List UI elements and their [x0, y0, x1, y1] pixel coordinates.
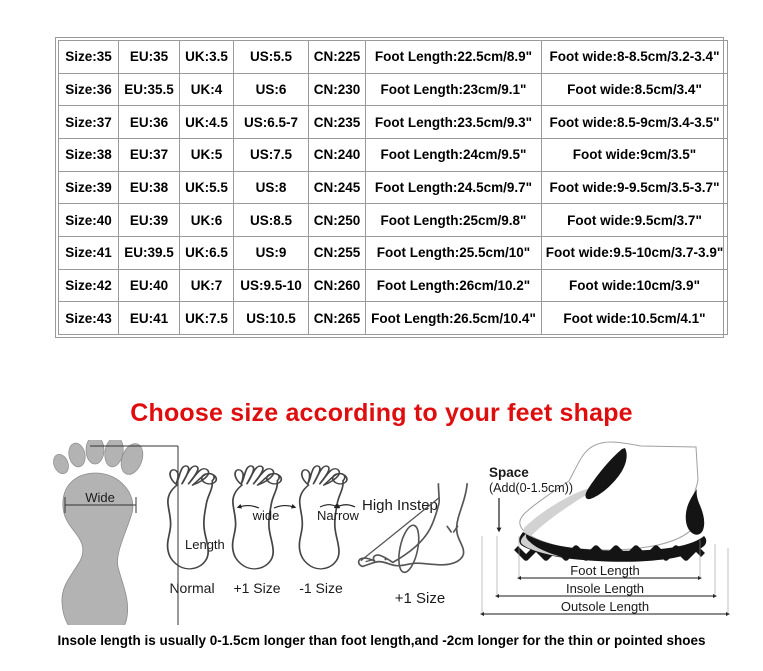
svg-text:Insole Length: Insole Length	[566, 581, 644, 596]
svg-text:Outsole Length: Outsole Length	[561, 599, 649, 614]
svg-text:(Add(0-1.5cm)): (Add(0-1.5cm))	[489, 481, 573, 495]
svg-text:Narrow: Narrow	[317, 508, 360, 523]
svg-text:-1 Size: -1 Size	[299, 580, 343, 596]
svg-text:+1 Size: +1 Size	[395, 590, 445, 607]
svg-text:+1 Size: +1 Size	[233, 580, 280, 596]
svg-text:wide: wide	[252, 508, 280, 523]
svg-text:Length: Length	[185, 537, 225, 552]
svg-text:Normal: Normal	[169, 580, 214, 596]
svg-text:Wide: Wide	[85, 490, 115, 505]
svg-text:Space: Space	[489, 465, 529, 480]
svg-text:High Instep: High Instep	[362, 497, 438, 514]
svg-text:Foot Length: Foot Length	[570, 563, 639, 578]
